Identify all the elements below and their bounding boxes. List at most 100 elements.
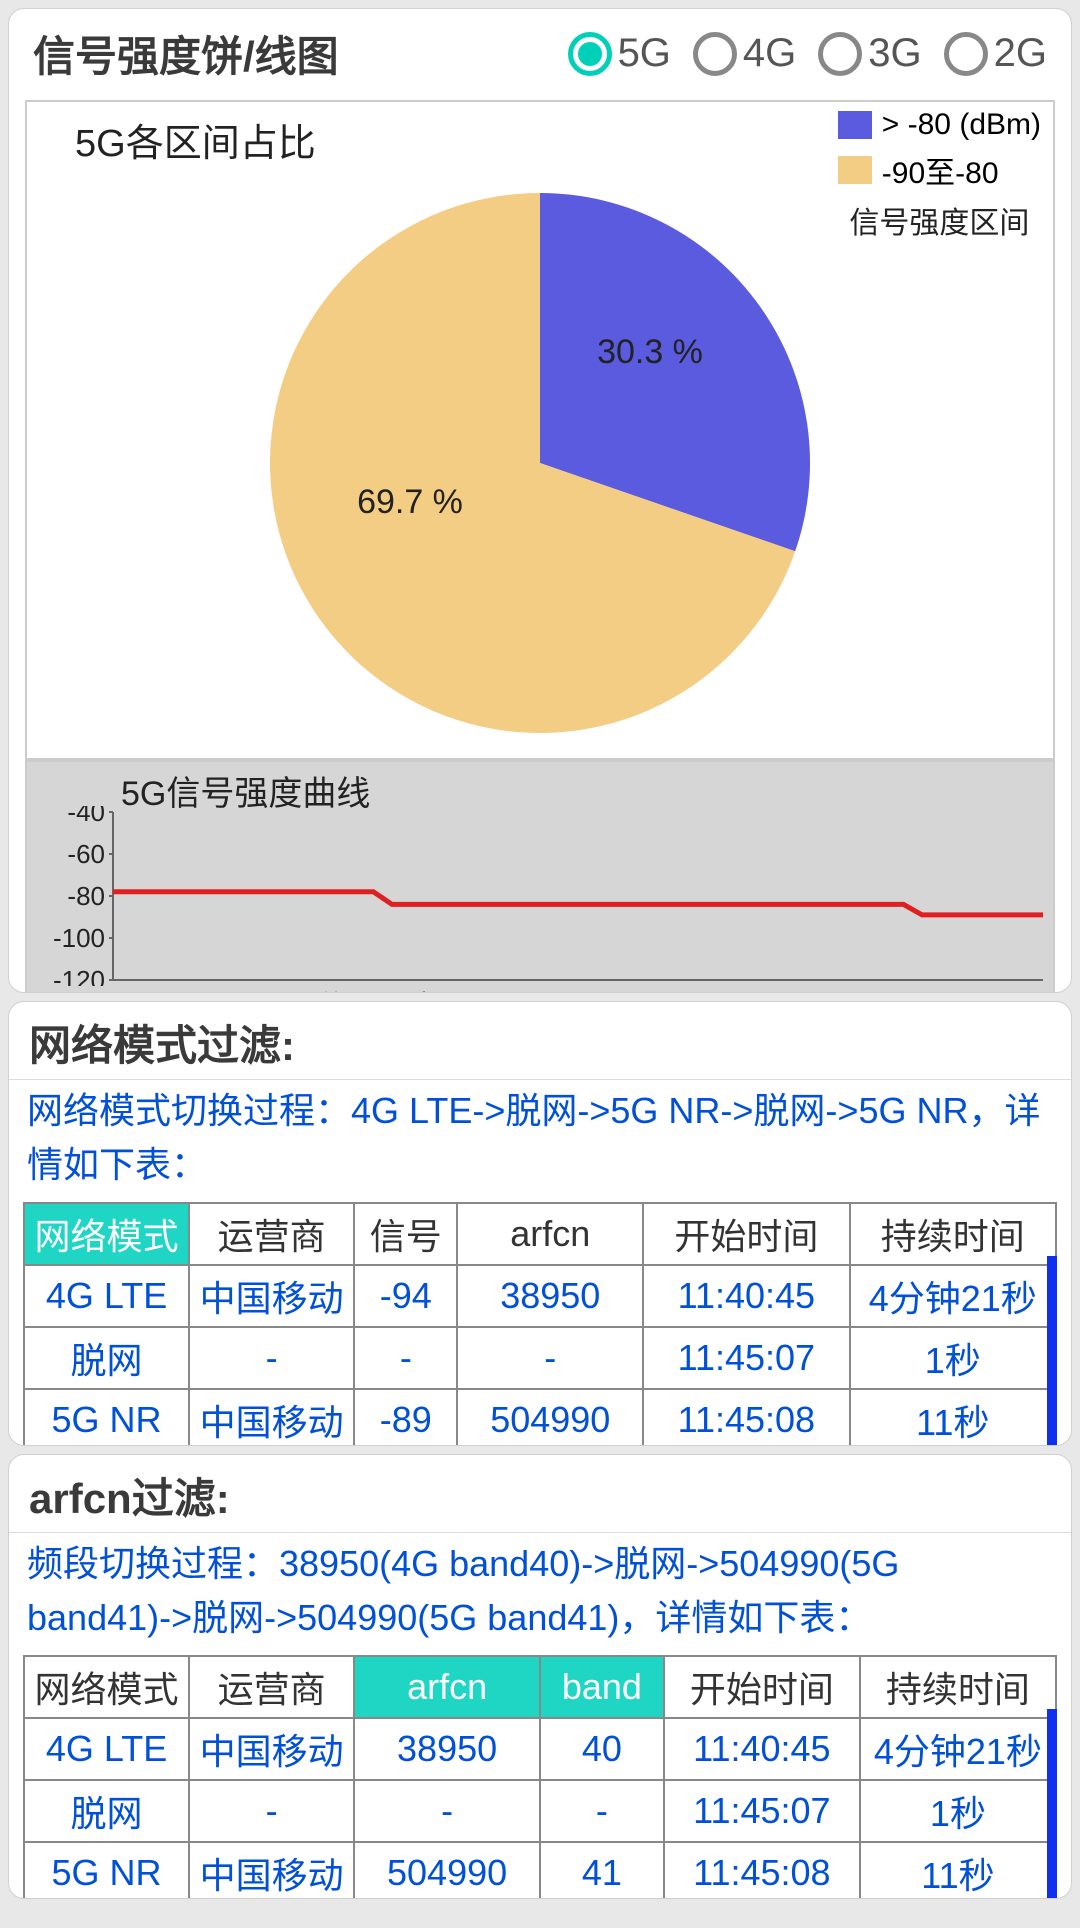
table-cell: -	[354, 1780, 540, 1842]
table-cell: -89	[354, 1389, 457, 1446]
table-cell: 脱网	[24, 1327, 189, 1389]
signal-chart-card: 信号强度饼/线图 5G4G3G2G 5G各区间占比 > -80 (dBm)-90…	[8, 8, 1072, 993]
column-header[interactable]: arfcn	[354, 1657, 540, 1718]
rsrp-line	[113, 892, 1043, 915]
radio-circle-icon	[944, 32, 988, 76]
table-row[interactable]: 脱网---11:45:071秒	[24, 1327, 1056, 1389]
legend-caption: 信号强度区间	[838, 198, 1041, 242]
table-cell: 11秒	[850, 1389, 1056, 1446]
table-cell: 11:45:08	[664, 1842, 860, 1899]
column-header[interactable]: band	[540, 1657, 664, 1718]
table-row[interactable]: 5G NR中国移动-8950499011:45:0811秒	[24, 1389, 1056, 1446]
legend-label: -90至-80	[882, 148, 999, 192]
table-cell: -	[189, 1780, 354, 1842]
table-cell: 中国移动	[189, 1718, 354, 1780]
table-cell: 脱网	[24, 1780, 189, 1842]
legend-item: > -80 (dBm)	[838, 108, 1041, 142]
table-cell: 4G LTE	[24, 1718, 189, 1780]
table-cell: -	[189, 1327, 354, 1389]
table-cell: -	[354, 1327, 457, 1389]
column-header[interactable]: 运营商	[189, 1204, 354, 1265]
network-radio-group: 5G 4G 3G 2G	[568, 31, 1047, 76]
card3-table-wrap[interactable]: 网络模式运营商arfcnband开始时间持续时间4G LTE中国移动389504…	[23, 1655, 1057, 1899]
table-row[interactable]: 脱网---11:45:071秒	[24, 1780, 1056, 1842]
column-header[interactable]: 信号	[354, 1204, 457, 1265]
radio-circle-icon	[818, 32, 862, 76]
table-row[interactable]: 4G LTE中国移动389504011:40:454分钟21秒	[24, 1718, 1056, 1780]
table-cell: -94	[354, 1265, 457, 1327]
ytick-label: -100	[53, 923, 105, 953]
pie-slice-label: 69.7 %	[357, 483, 463, 521]
line-chart-panel: 5G信号强度曲线 -40-60-80-100-120 RSRP (5G信号强度)	[25, 760, 1055, 993]
table-cell: 11:40:45	[643, 1265, 849, 1327]
table-cell: 1秒	[850, 1327, 1056, 1389]
pie-title: 5G各区间占比	[75, 112, 316, 167]
radio-circle-icon	[693, 32, 737, 76]
ytick-label: -40	[67, 806, 105, 827]
ytick-label: -120	[53, 965, 105, 986]
table-cell: 504990	[354, 1842, 540, 1899]
table-cell: -	[457, 1327, 643, 1389]
table-cell: 40	[540, 1718, 664, 1780]
legend-item: -90至-80	[838, 148, 1041, 192]
column-header[interactable]: 持续时间	[860, 1657, 1056, 1718]
card2-table-wrap[interactable]: 网络模式运营商信号arfcn开始时间持续时间4G LTE中国移动-9438950…	[23, 1202, 1057, 1446]
radio-label: 4G	[743, 31, 796, 76]
table-cell: 4分钟21秒	[850, 1265, 1056, 1327]
column-header[interactable]: 运营商	[189, 1657, 354, 1718]
arfcn-filter-card: arfcn过滤: 频段切换过程：38950(4G band40)->脱网->50…	[8, 1454, 1072, 1899]
table-cell: 41	[540, 1842, 664, 1899]
radio-5G[interactable]: 5G	[568, 31, 671, 76]
radio-2G[interactable]: 2G	[944, 31, 1047, 76]
pie-slice-label: 30.3 %	[597, 333, 703, 371]
card2-description: 网络模式切换过程：4G LTE->脱网->5G NR->脱网->5G NR，详情…	[9, 1079, 1071, 1202]
table-cell: 1秒	[860, 1780, 1056, 1842]
line-legend-label: RSRP (5G信号强度)	[177, 982, 448, 993]
table-cell: 5G NR	[24, 1389, 189, 1446]
table-cell: 504990	[457, 1389, 643, 1446]
pie-legend: > -80 (dBm) -90至-80 信号强度区间	[838, 108, 1041, 242]
table-cell: 5G NR	[24, 1842, 189, 1899]
column-header[interactable]: arfcn	[457, 1204, 643, 1265]
legend-swatch	[838, 111, 872, 139]
column-header[interactable]: 网络模式	[24, 1204, 189, 1265]
radio-label: 3G	[868, 31, 921, 76]
radio-label: 2G	[994, 31, 1047, 76]
card2-title: 网络模式过滤:	[9, 1002, 1071, 1079]
table-cell: 中国移动	[189, 1265, 354, 1327]
table-row[interactable]: 4G LTE中国移动-943895011:40:454分钟21秒	[24, 1265, 1056, 1327]
table-cell: 11:40:45	[664, 1718, 860, 1780]
pie-chart-panel: 5G各区间占比 > -80 (dBm) -90至-80 信号强度区间 30.3 % 6…	[25, 100, 1055, 760]
table-row[interactable]: 5G NR中国移动5049904111:45:0811秒	[24, 1842, 1056, 1899]
card1-header: 信号强度饼/线图 5G4G3G2G	[9, 9, 1071, 94]
line-chart-svg: -40 -60 -80 -100 -120	[41, 806, 1051, 986]
arfcn-table: 网络模式运营商arfcnband开始时间持续时间4G LTE中国移动389504…	[23, 1657, 1057, 1899]
table-cell: 11秒	[860, 1842, 1056, 1899]
column-header[interactable]: 持续时间	[850, 1204, 1056, 1265]
scroll-indicator	[1047, 1256, 1057, 1446]
ytick-label: -60	[67, 839, 105, 869]
table-cell: 38950	[457, 1265, 643, 1327]
network-mode-table: 网络模式运营商信号arfcn开始时间持续时间4G LTE中国移动-9438950…	[23, 1204, 1057, 1446]
ytick-label: -80	[67, 881, 105, 911]
legend-swatch	[838, 156, 872, 184]
column-header[interactable]: 开始时间	[643, 1204, 849, 1265]
column-header[interactable]: 网络模式	[24, 1657, 189, 1718]
table-cell: 11:45:07	[643, 1327, 849, 1389]
radio-4G[interactable]: 4G	[693, 31, 796, 76]
line-legend: RSRP (5G信号强度)	[121, 982, 448, 993]
table-cell: 11:45:07	[664, 1780, 860, 1842]
table-cell: 4分钟21秒	[860, 1718, 1056, 1780]
table-cell: 38950	[354, 1718, 540, 1780]
card3-title: arfcn过滤:	[9, 1455, 1071, 1532]
table-cell: -	[540, 1780, 664, 1842]
radio-3G[interactable]: 3G	[818, 31, 921, 76]
scroll-indicator	[1047, 1709, 1057, 1899]
pie-chart-svg: 30.3 % 69.7 %	[260, 173, 820, 753]
table-cell: 4G LTE	[24, 1265, 189, 1327]
column-header[interactable]: 开始时间	[664, 1657, 860, 1718]
card3-description: 频段切换过程：38950(4G band40)->脱网->504990(5G b…	[9, 1532, 1071, 1655]
table-cell: 11:45:08	[643, 1389, 849, 1446]
table-cell: 中国移动	[189, 1389, 354, 1446]
table-cell: 中国移动	[189, 1842, 354, 1899]
